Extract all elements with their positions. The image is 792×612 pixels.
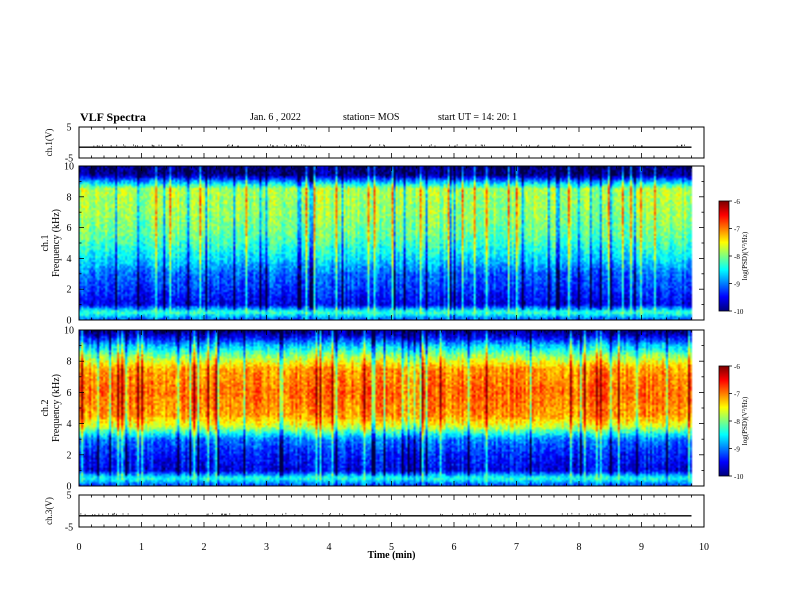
y-axis-label: ch.1(V) xyxy=(44,129,54,157)
x-tick-label: 2 xyxy=(202,542,207,553)
colorbar-tick-label: -7 xyxy=(734,226,740,234)
y-tick-label: 6 xyxy=(67,223,72,234)
x-axis-label: Time (min) xyxy=(368,550,416,561)
y-axis-label: ch.2 xyxy=(40,400,51,417)
x-tick-label: 5 xyxy=(389,542,394,553)
y-tick-label: 10 xyxy=(64,326,74,337)
y-tick-label: 5 xyxy=(67,491,72,502)
y-tick-label: 6 xyxy=(67,388,72,399)
chart-title: VLF Spectra xyxy=(80,110,146,124)
x-tick-label: 6 xyxy=(452,542,457,553)
y-tick-label: 2 xyxy=(67,450,72,461)
date-label: Jan. 6 , 2022 xyxy=(250,112,301,123)
y-tick-label: 4 xyxy=(67,254,72,265)
y-tick-label: -5 xyxy=(65,154,73,165)
y-tick-label: 4 xyxy=(67,419,72,430)
y-tick-label: 0 xyxy=(67,316,72,327)
x-tick-label: 9 xyxy=(639,542,644,553)
y-axis-label: Frequency (kHz) xyxy=(51,374,62,442)
colorbar-tick-label: -8 xyxy=(734,253,740,261)
y-tick-label: -5 xyxy=(65,523,73,534)
y-tick-label: 2 xyxy=(67,285,72,296)
colorbar-tick-label: -7 xyxy=(734,391,740,399)
colorbar-ch2 xyxy=(719,366,729,476)
colorbar-label: log(PSD)(V²/Hz) xyxy=(741,231,749,280)
spectrogram-ch1 xyxy=(79,166,704,320)
x-tick-label: 0 xyxy=(77,542,82,553)
ch3-voltage-noise xyxy=(80,512,666,516)
colorbar-tick-label: -9 xyxy=(734,281,740,289)
colorbar-tick-label: -8 xyxy=(734,418,740,426)
colorbar-label: log(PSD)(V²/Hz) xyxy=(741,396,749,445)
spectrogram-ch2 xyxy=(79,330,704,486)
colorbar-tick-label: -6 xyxy=(734,363,740,371)
start-time-label: start UT = 14: 20: 1 xyxy=(438,112,518,123)
colorbar-tick-label: -9 xyxy=(734,446,740,454)
y-tick-label: 10 xyxy=(64,162,74,173)
x-tick-label: 3 xyxy=(264,542,269,553)
ch1-voltage-noise xyxy=(78,144,685,148)
station-label: station= MOS xyxy=(343,112,400,123)
x-tick-label: 10 xyxy=(699,542,709,553)
y-axis-label: ch.1 xyxy=(40,235,51,252)
colorbar-ch1 xyxy=(719,201,729,311)
x-tick-label: 4 xyxy=(327,542,332,553)
x-tick-label: 8 xyxy=(577,542,582,553)
y-tick-label: 5 xyxy=(67,123,72,134)
y-tick-label: 0 xyxy=(67,482,72,493)
colorbar-tick-label: -10 xyxy=(734,473,744,481)
colorbar-tick-label: -10 xyxy=(734,308,744,316)
x-tick-label: 1 xyxy=(139,542,144,553)
y-tick-label: 8 xyxy=(67,357,72,368)
y-tick-label: 8 xyxy=(67,192,72,203)
x-tick-label: 7 xyxy=(514,542,519,553)
y-axis-label: Frequency (kHz) xyxy=(51,209,62,277)
colorbar-tick-label: -6 xyxy=(734,198,740,206)
y-axis-label: ch.3(V) xyxy=(44,497,54,525)
